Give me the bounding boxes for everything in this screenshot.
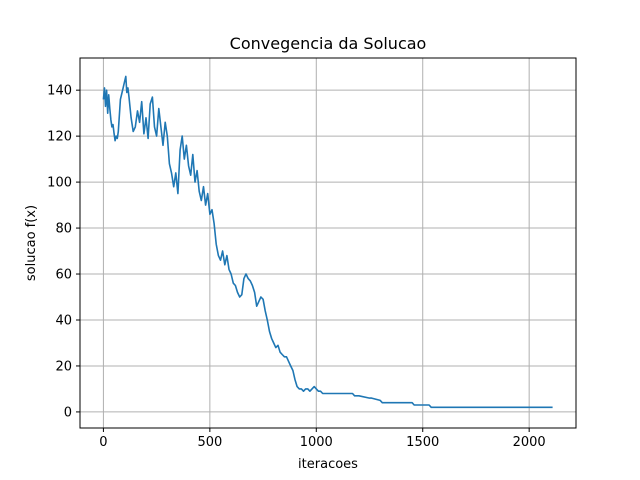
plot-area bbox=[102, 75, 553, 409]
chart-title: Convegencia da Solucao bbox=[230, 34, 427, 53]
y-tick-label: 100 bbox=[47, 176, 72, 191]
y-tick-label: 20 bbox=[55, 359, 72, 374]
x-tick-label: 1500 bbox=[406, 435, 439, 450]
y-tick-label: 80 bbox=[55, 222, 72, 237]
x-axis-label: iteracoes bbox=[298, 457, 358, 472]
y-tick-label: 140 bbox=[47, 84, 72, 99]
y-tick-label: 40 bbox=[55, 313, 72, 328]
y-tick-label: 120 bbox=[47, 130, 72, 145]
x-tick-label: 1000 bbox=[300, 435, 333, 450]
y-tick-label: 0 bbox=[64, 405, 72, 420]
x-axis: 0 500 1000 1500 2000 bbox=[99, 428, 546, 450]
y-tick-label: 60 bbox=[55, 268, 72, 283]
x-tick-label: 0 bbox=[99, 435, 107, 450]
series-line bbox=[102, 75, 553, 409]
axes-frame bbox=[79, 57, 577, 429]
x-tick-label: 500 bbox=[197, 435, 222, 450]
y-axis-label: solucao f(x) bbox=[24, 205, 39, 281]
x-tick-label: 2000 bbox=[513, 435, 546, 450]
y-axis: 0 20 40 60 80 100 120 140 bbox=[47, 84, 80, 420]
grid bbox=[80, 58, 576, 428]
